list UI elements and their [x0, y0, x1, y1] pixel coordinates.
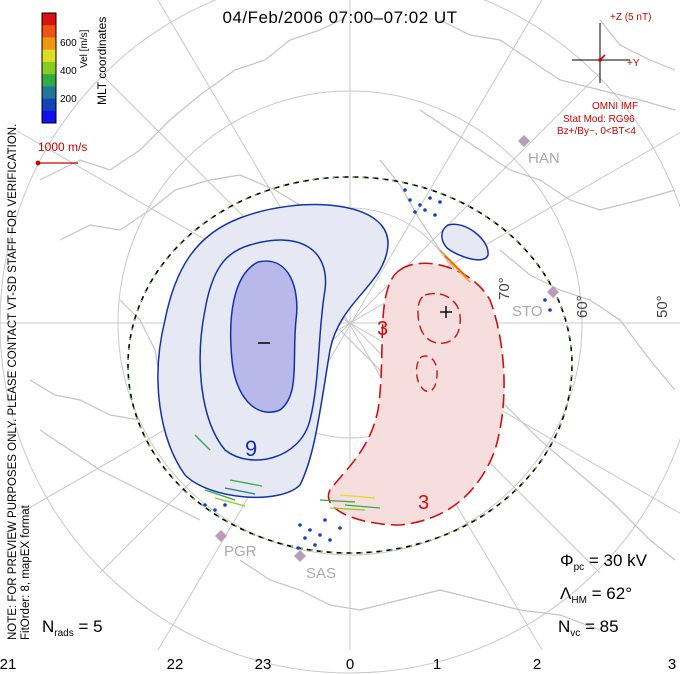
colorbar-tick-600: 600 [60, 38, 77, 49]
station-sas: SAS [306, 565, 337, 582]
negative-potential-cell [157, 203, 489, 499]
contour-label-positive-lower: 3 [418, 492, 430, 514]
colorbar-segment [42, 25, 56, 38]
contour-label-positive-upper: 3 [377, 318, 389, 340]
imf-source: OMNI IMF [592, 101, 639, 112]
vector-scale-label: 1000 m/s [38, 140, 88, 154]
lat-label-60: 60° [574, 295, 591, 318]
positive-potential-cell [327, 262, 505, 526]
fit-order-note: FitOrder: 8, mapEX format [20, 505, 32, 640]
colorbar-segment [42, 110, 56, 124]
vector-scale-arrow [35, 160, 78, 166]
colorbar-segment [42, 98, 56, 112]
mlt-tick-21: 21 [0, 656, 17, 673]
mlt-tick-0: 0 [345, 656, 355, 673]
station-han: HAN [528, 150, 560, 167]
contour-label-negative: 9 [245, 436, 258, 461]
hm-boundary-dots [127, 176, 573, 554]
station-sto: STO [512, 303, 543, 320]
stat-n-vc: Nvc = 85 [558, 617, 619, 639]
stat-model: Stat Mod: RG96 [563, 114, 635, 125]
colorbar-frame [41, 12, 57, 124]
colorbar-label: Vel [m/s] [79, 29, 90, 68]
station-markers [215, 135, 559, 562]
imf-dial [572, 23, 630, 83]
lat-label-50: 50° [654, 295, 671, 318]
coordinate-system-label: MLT coordinates [95, 16, 109, 105]
imf-z-label: +Z (5 nT) [610, 12, 652, 23]
mlt-tick-1: 1 [432, 656, 442, 673]
stat-lambda-hm: ΛHM = 62° [560, 584, 633, 606]
mlt-tick-2: 2 [532, 656, 542, 673]
colorbar-segment [42, 74, 56, 87]
mlt-tick-3: 3 [667, 656, 677, 673]
colorbar-tick-200: 200 [60, 94, 77, 105]
velocity-vectors [194, 249, 471, 511]
stat-phi-pc: Φpc = 30 kV [560, 551, 647, 573]
colorbar-tick-400: 400 [60, 66, 77, 77]
mlt-tick-22: 22 [166, 656, 184, 673]
observation-points [203, 188, 552, 550]
preview-note: NOTE: FOR PREVIEW PURPOSES ONLY. PLEASE … [7, 123, 19, 640]
stat-n-rads: Nrads = 5 [42, 617, 103, 639]
colorbar-segment [42, 37, 56, 51]
colorbar-segment [42, 13, 56, 26]
lat-label-70: 70° [496, 277, 513, 300]
colorbar-segment [42, 49, 56, 63]
station-pgr: PGR [224, 543, 257, 560]
colorbar-segment [42, 86, 56, 100]
imf-y-label: +Y [627, 58, 640, 69]
map-title: 04/Feb/2006 07:00–07:02 UT [222, 8, 458, 27]
imf-condition: Bz+/By−, 0<BT<4 [557, 126, 636, 137]
mlt-tick-23: 23 [254, 656, 272, 673]
colorbar [41, 12, 57, 124]
colorbar-segment [42, 61, 56, 75]
